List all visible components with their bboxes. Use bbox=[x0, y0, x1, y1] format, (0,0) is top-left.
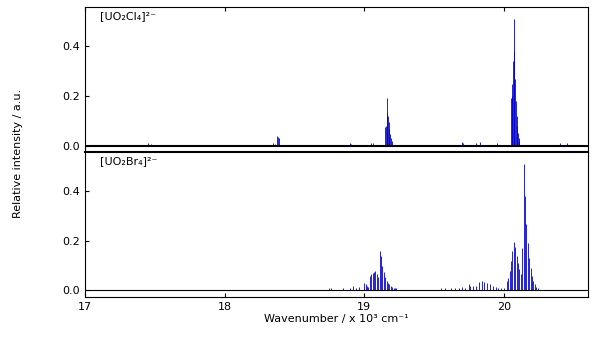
Text: [UO₂Br₄]²⁻: [UO₂Br₄]²⁻ bbox=[100, 156, 158, 166]
X-axis label: Wavenumber / x 10³ cm⁻¹: Wavenumber / x 10³ cm⁻¹ bbox=[264, 314, 408, 324]
Text: Relative intensity / a.u.: Relative intensity / a.u. bbox=[13, 89, 23, 218]
Text: [UO₂Cl₄]²⁻: [UO₂Cl₄]²⁻ bbox=[100, 11, 156, 21]
